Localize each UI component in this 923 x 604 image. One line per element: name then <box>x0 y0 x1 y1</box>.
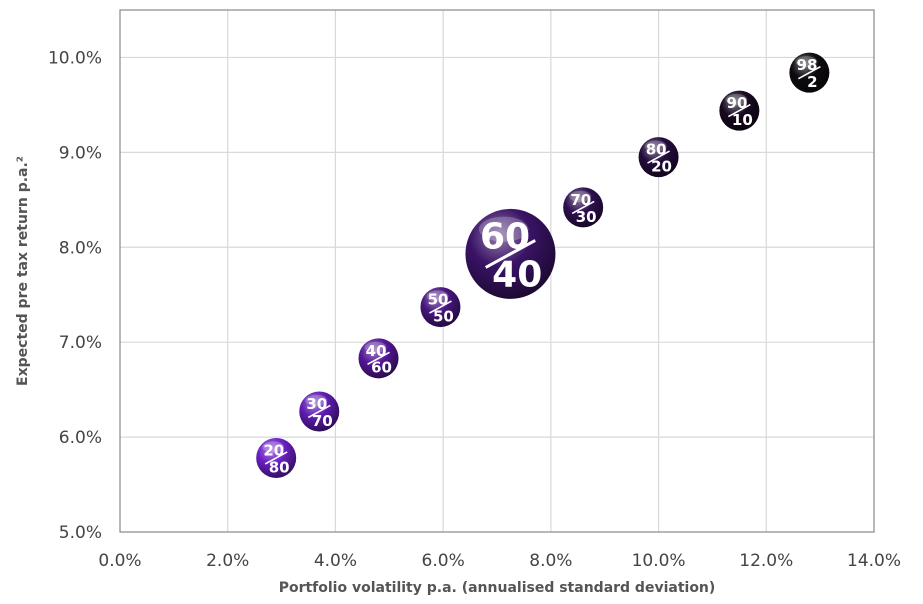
bubble-label-bottom: 80 <box>269 458 290 476</box>
x-tick-label: 0.0% <box>98 551 141 571</box>
bubble-label-top: 98 <box>797 56 818 74</box>
bubble-highlight <box>725 94 748 106</box>
bubble-highlight <box>478 216 529 242</box>
bubble-slash <box>727 103 751 118</box>
bubble-label-bottom: 60 <box>371 359 392 377</box>
bubble-label-top: 80 <box>646 141 667 159</box>
bubble-label-bottom: 2 <box>807 73 817 91</box>
bubble-slash <box>264 451 288 465</box>
bubble-label-top: 60 <box>480 217 530 258</box>
y-tick-label: 5.0% <box>59 523 102 543</box>
bubble-highlight <box>364 341 387 353</box>
bubble-highlight <box>795 56 818 68</box>
bubble-slash <box>797 65 821 80</box>
bubble-highlight <box>305 394 328 407</box>
bubble-label-top: 50 <box>428 291 449 309</box>
y-tick-label: 8.0% <box>59 238 102 258</box>
bubble-label-bottom: 70 <box>312 412 333 430</box>
y-tick-label: 6.0% <box>59 428 102 448</box>
bubble-label-bottom: 10 <box>732 111 753 129</box>
bubble-slash <box>484 239 536 269</box>
bubble-98-2: 982 <box>789 52 830 93</box>
bubble-label-top: 30 <box>306 395 327 413</box>
x-tick-label: 12.0% <box>739 551 793 571</box>
x-tick-label: 6.0% <box>422 551 465 571</box>
bubble-label-bottom: 40 <box>492 254 542 295</box>
bubble-slash <box>429 300 452 314</box>
bubble-slash <box>647 150 670 164</box>
bubble-highlight <box>644 140 667 152</box>
bubble-slash <box>571 200 595 215</box>
x-tick-label: 8.0% <box>529 551 572 571</box>
y-tick-label: 7.0% <box>59 333 102 353</box>
bubble-label-top: 90 <box>727 94 748 112</box>
bubble-highlight <box>262 441 285 453</box>
bubble-label-top: 20 <box>263 442 284 460</box>
bubble-label-top: 70 <box>570 191 591 209</box>
bubble-label-bottom: 20 <box>651 158 672 176</box>
bubble-label-bottom: 50 <box>433 307 454 325</box>
bubble-highlight <box>569 190 592 203</box>
y-tick-label: 10.0% <box>48 48 102 68</box>
bubble-highlight <box>426 290 449 302</box>
y-tick-label: 9.0% <box>59 143 102 163</box>
bubble-label-bottom: 30 <box>576 208 597 226</box>
x-axis-title: Portfolio volatility p.a. (annualised st… <box>279 580 716 596</box>
y-axis-title: Expected pre tax return p.a.² <box>15 156 31 386</box>
x-tick-label: 14.0% <box>847 551 901 571</box>
plot-area <box>119 9 875 533</box>
bubble-slash <box>367 351 390 366</box>
bubble-slash <box>307 404 331 419</box>
x-tick-label: 10.0% <box>632 551 686 571</box>
bubble-label-top: 40 <box>366 342 387 360</box>
axis-ticks: 0.0% 2.0% 4.0% 6.0% 8.0% 10.0% 12.0% 14.0% 5.0% 6… <box>48 48 901 571</box>
x-tick-label: 4.0% <box>314 551 357 571</box>
x-tick-label: 2.0% <box>206 551 249 571</box>
